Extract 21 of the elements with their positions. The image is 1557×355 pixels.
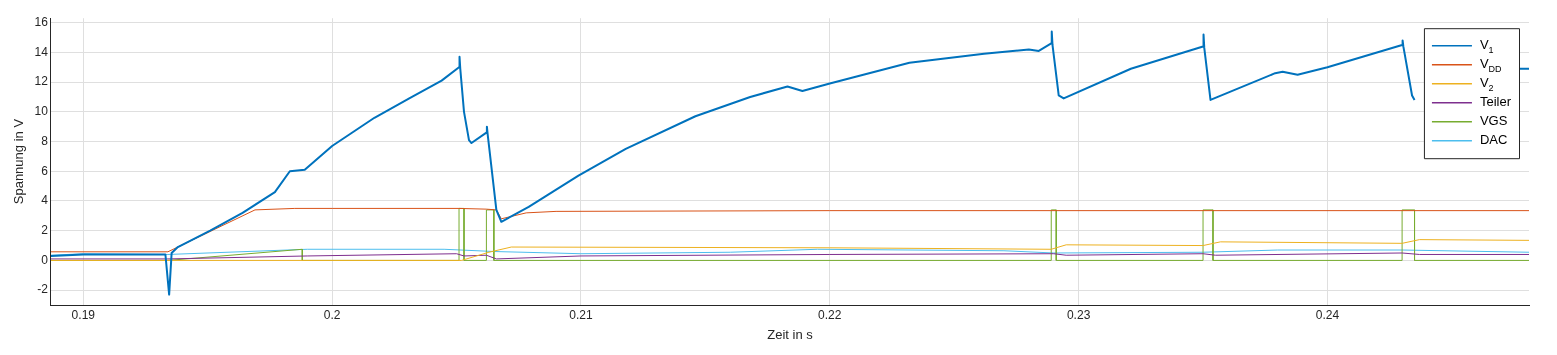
legend-label: VGS: [1479, 113, 1508, 129]
x-tick-label: 0.24: [1315, 307, 1340, 322]
x-tick-label: 0.2: [323, 307, 341, 322]
y-tick-label: 4: [41, 193, 49, 208]
y-tick-label: 6: [41, 163, 49, 178]
x-axis-title: Zeit in s: [767, 326, 814, 342]
y-tick-label: 8: [41, 133, 49, 148]
y-axis-title: Spannung in V: [11, 118, 27, 205]
x-tick-label: 0.22: [818, 307, 842, 322]
y-tick-label: 0: [41, 252, 49, 267]
legend-label: DAC: [1479, 132, 1508, 148]
x-tick-label: 0.21: [569, 307, 593, 322]
y-tick-label: 16: [34, 14, 49, 29]
y-tick-label: -2: [37, 282, 49, 297]
x-tick-label: 0.19: [71, 307, 96, 322]
y-tick-label: 12: [34, 74, 49, 89]
y-tick-label: 14: [34, 44, 49, 59]
x-tick-label: 0.23: [1066, 307, 1091, 322]
y-tick-label: 2: [41, 223, 49, 238]
legend-label: Teiler: [1479, 94, 1512, 110]
y-tick-label: 10: [34, 104, 49, 119]
